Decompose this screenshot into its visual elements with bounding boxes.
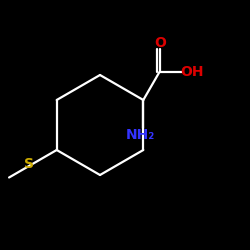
Text: NH₂: NH₂	[126, 128, 156, 142]
Text: S: S	[24, 157, 34, 171]
Text: O: O	[154, 36, 166, 50]
Text: OH: OH	[180, 65, 203, 79]
